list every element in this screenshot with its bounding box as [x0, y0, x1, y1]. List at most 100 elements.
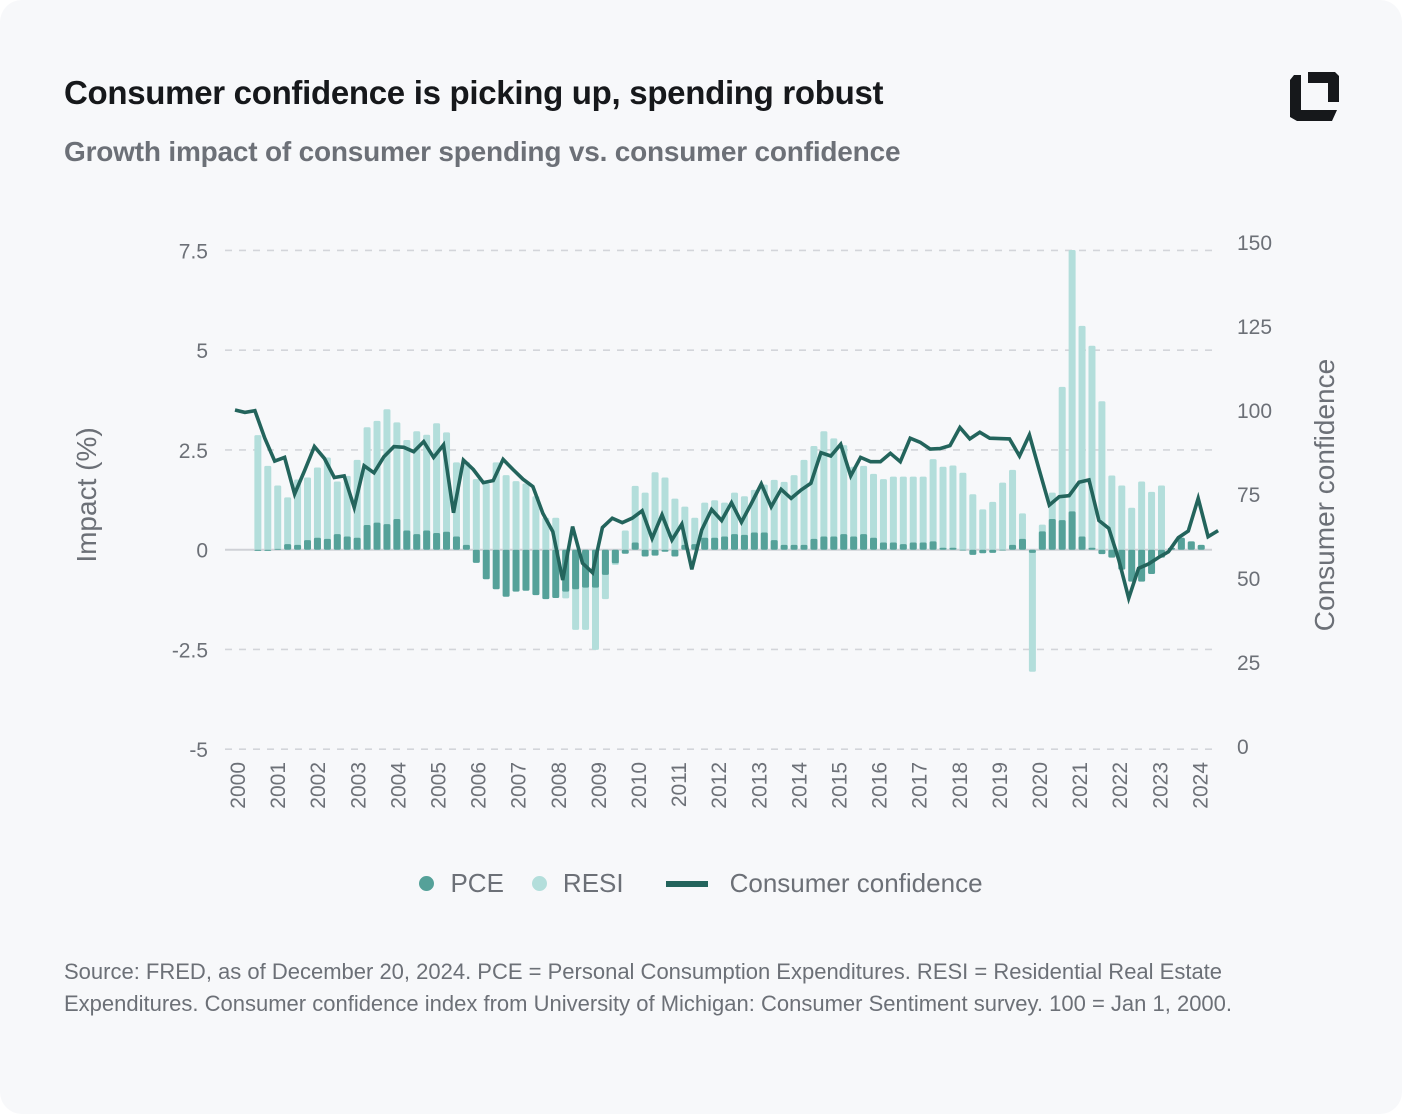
bar-resi [472, 479, 480, 550]
bar-resi [363, 427, 371, 550]
bar-resi [1078, 325, 1086, 550]
bar-pce [1088, 547, 1096, 550]
bar-resi [532, 496, 540, 550]
bar-pce [800, 544, 808, 550]
legend-item-confidence: Consumer confidence [652, 868, 983, 899]
bar-resi [949, 465, 957, 550]
x-tick-label: 2006 [468, 762, 491, 809]
bar-pce [403, 530, 411, 550]
bar-resi [1128, 507, 1136, 550]
source-note: Source: FRED, as of December 20, 2024. P… [64, 959, 1233, 1016]
bar-pce [1098, 549, 1106, 555]
bar-pce [1028, 549, 1036, 553]
bar-pce [333, 534, 341, 550]
bar-resi [522, 483, 530, 550]
bar-resi [879, 479, 887, 550]
line-consumer-confidence [234, 408, 1220, 605]
bar-resi [413, 431, 421, 550]
y-tick-label: -5 [189, 739, 208, 762]
bar-pce [780, 544, 788, 550]
bar-pce [810, 538, 818, 550]
bar-pce [969, 549, 977, 555]
bar-pce [770, 540, 778, 550]
bar-pce [949, 547, 957, 550]
y-tick-label: 7.5 [179, 240, 208, 263]
bar-pce [1009, 544, 1017, 550]
bar-pce [750, 532, 758, 550]
y2-axis-title: Consumer confidence [1309, 359, 1340, 631]
bar-pce [1197, 544, 1205, 550]
bar-resi [691, 517, 699, 550]
bar-pce [522, 549, 530, 591]
x-tick-label: 2010 [628, 762, 651, 809]
bar-pce [601, 549, 609, 575]
bar-resi [939, 466, 947, 550]
bar-resi [264, 465, 272, 550]
legend-label-confidence: Consumer confidence [729, 868, 983, 898]
bar-resi [383, 409, 391, 550]
bar-pce [423, 530, 431, 550]
chart-title: Consumer confidence is picking up, spend… [64, 74, 884, 111]
x-tick-label: 2017 [909, 762, 932, 809]
x-tick-label: 2018 [949, 762, 972, 809]
chart-legend: PCE RESI Consumer confidence [0, 868, 1402, 899]
y-tick-label: -2.5 [172, 639, 208, 662]
bar-resi [790, 475, 798, 550]
bar-pce [472, 549, 480, 563]
bar-resi [502, 475, 510, 550]
x-tick-label: 2009 [588, 762, 611, 809]
legend-swatch-confidence [665, 880, 708, 887]
x-tick-label: 2024 [1189, 762, 1212, 809]
bar-pce [711, 537, 719, 550]
legend-label-resi: RESI [562, 868, 624, 898]
bar-resi [304, 477, 312, 550]
bar-pce [413, 534, 421, 550]
bar-pce [1038, 531, 1046, 550]
bar-pce [820, 536, 828, 550]
bar-resi [969, 494, 977, 550]
bar-pce [631, 542, 639, 550]
y-tick-label: 0 [196, 540, 208, 563]
bar-pce [999, 549, 1007, 551]
x-tick-label: 2003 [347, 762, 370, 809]
y2-tick-label: 50 [1237, 568, 1260, 591]
bar-pce [304, 540, 312, 550]
legend-item-pce: PCE [419, 868, 504, 899]
bar-pce [671, 549, 679, 557]
bar-pce [860, 534, 868, 550]
bar-pce [899, 544, 907, 550]
bar-resi [959, 472, 967, 550]
bar-resi [840, 445, 848, 550]
bar-pce [274, 548, 282, 550]
bar-resi [889, 476, 897, 550]
bar-pce [909, 542, 917, 550]
bar-resi [830, 438, 838, 550]
x-tick-label: 2000 [227, 762, 250, 809]
x-tick-label: 2007 [508, 762, 531, 809]
bar-resi [621, 530, 629, 550]
bar-pce [721, 536, 729, 550]
x-tick-label: 2013 [748, 762, 771, 809]
bar-resi [919, 476, 927, 550]
bar-resi [492, 462, 500, 550]
bar-pce [641, 549, 649, 557]
bar-pce [1177, 537, 1185, 550]
x-tick-label: 2011 [668, 762, 691, 807]
bar-pce [433, 532, 441, 550]
bar-pce [482, 549, 490, 580]
y2-tick-label: 75 [1237, 484, 1260, 507]
bar-pce [532, 549, 540, 596]
bar-resi [462, 461, 470, 550]
bar-pce [701, 537, 709, 550]
bar-pce [611, 549, 619, 564]
x-tick-label: 2012 [708, 762, 731, 809]
bar-pce [1058, 520, 1066, 550]
bar-resi [313, 467, 321, 550]
bar-resi [284, 497, 292, 550]
bar-pce [264, 549, 272, 551]
legend-swatch-pce [419, 876, 435, 891]
x-tick-label: 2004 [387, 762, 410, 809]
bar-resi [800, 459, 808, 550]
bar-resi [979, 509, 987, 550]
bar-resi [989, 501, 997, 550]
